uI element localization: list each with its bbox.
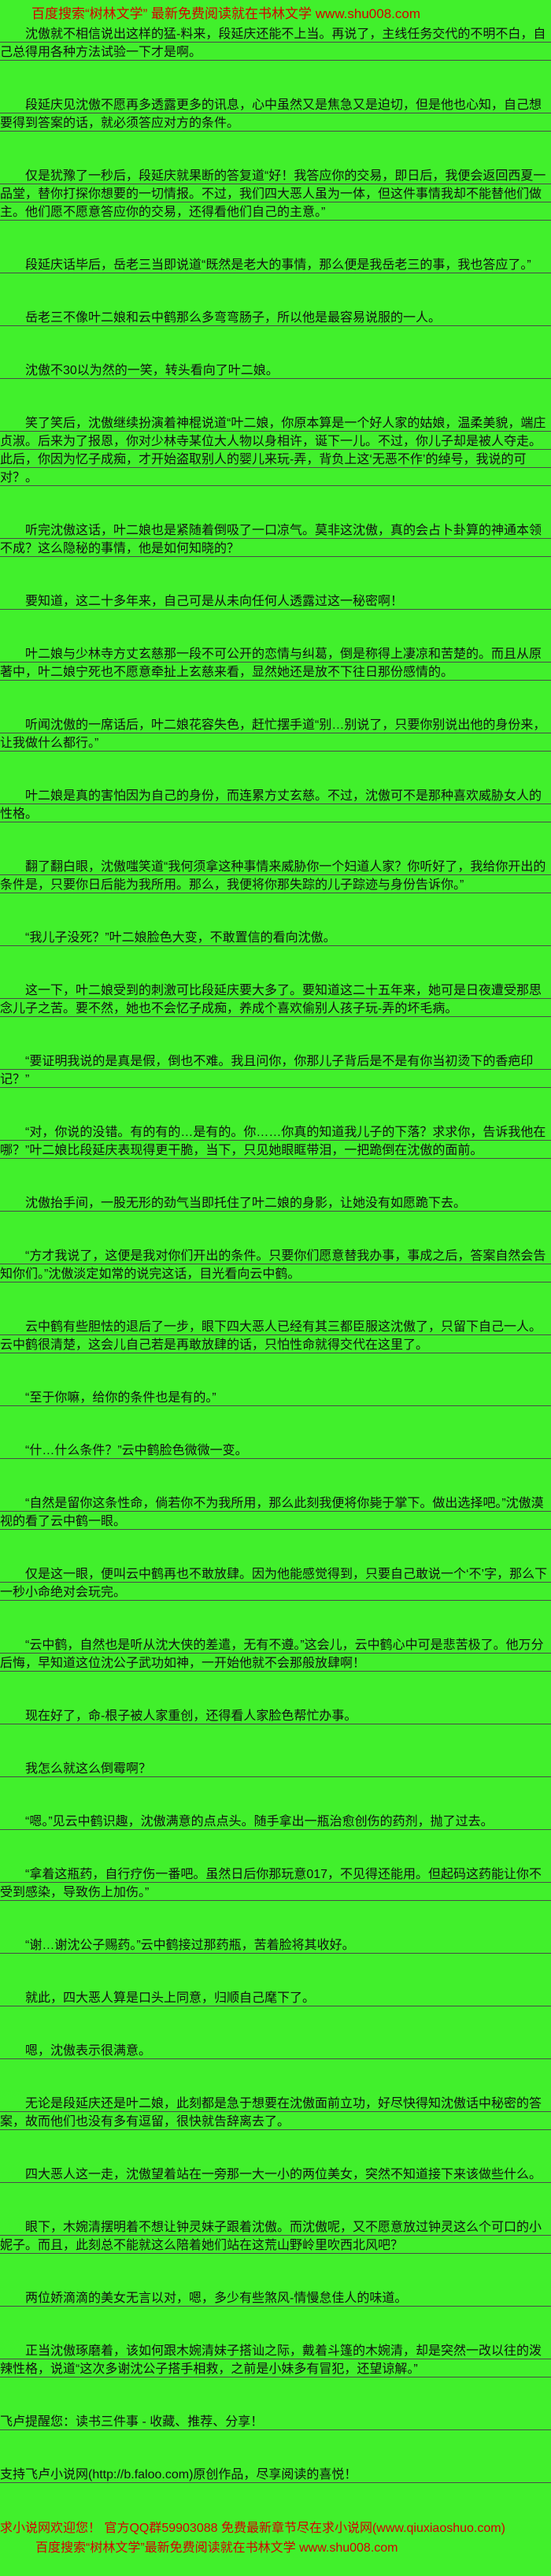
novel-paragraph: “什…什么条件？”云中鹤脸色微微一变。 xyxy=(0,1442,551,1460)
novel-paragraph: 仅是犹豫了一秒后，段延庆就果断的答复道“好！我答应你的交易，即日后，我便会返回西… xyxy=(0,167,551,221)
novel-paragraph: “方才我说了，这便是我对你们开出的条件。只要你们愿意替我办事，事成之后，答案自然… xyxy=(0,1247,551,1283)
novel-paragraph: 正当沈傲琢磨着，该如何跟木婉清妹子搭讪之际，戴着斗篷的木婉清，却是突然一改以往的… xyxy=(0,2342,551,2378)
novel-paragraph: “拿着这瓶药，自行疗伤一番吧。虽然日后你那玩意017，不见得还能用。但起码这药能… xyxy=(0,1865,551,1902)
reader-notice-line: 支持飞卢小说网(http://b.faloo.com)原创作品，尽享阅读的喜悦！ xyxy=(0,2466,551,2484)
novel-paragraph: 就此，四大恶人算是口头上同意，归顺自己麾下了。 xyxy=(0,1989,551,2007)
novel-paragraph: “嗯。”见云中鹤识趣，沈傲满意的点点头。随手拿出一瓶治愈创伤的药剂，抛了过去。 xyxy=(0,1813,551,1831)
novel-paragraph: “自然是留你这条性命，倘若你不为我所用，那么此刻我便将你毙于掌下。做出选择吧。”… xyxy=(0,1494,551,1531)
novel-paragraph: “对，你说的没错。有的有的…是有的。你……你真的知道我儿子的下落？求求你，告诉我… xyxy=(0,1123,551,1160)
novel-paragraph: 仅是这一眼，便叫云中鹤再也不敢放肆。因为他能感觉得到，只要自己敢说一个‘不’字，… xyxy=(0,1565,551,1602)
novel-paragraph: 沈傲抬手间，一股无形的劲气当即托住了叶二娘的身影，让她没有如愿跪下去。 xyxy=(0,1194,551,1212)
reader-notice-list: 飞卢提醒您：读书三件事 - 收藏、推荐、分享！ 支持飞卢小说网(http://b… xyxy=(0,2413,551,2484)
novel-paragraph: 无论是段延庆还是叶二娘，此刻都是急于想要在沈傲面前立功，好尽快得知沈傲话中秘密的… xyxy=(0,2095,551,2131)
novel-paragraph: 四大恶人这一走，沈傲望着站在一旁那一大一小的两位美女，突然不知道接下来该做些什么… xyxy=(0,2166,551,2184)
promo-footer-line-1: 求小说网欢迎您！ 官方QQ群59903088 免费最新章节尽在求小说网(www.… xyxy=(0,2522,505,2535)
promo-footer: 求小说网欢迎您！ 官方QQ群59903088 免费最新章节尽在求小说网(www.… xyxy=(0,2518,551,2564)
novel-paragraph: 听完沈傲这话，叶二娘也是紧随着倒吸了一口凉气。莫非这沈傲，真的会占卜卦算的神通本… xyxy=(0,522,551,558)
novel-paragraph: “云中鹤，自然也是听从沈大侠的差遣，无有不遵。”这会儿，云中鹤心中可是悲苦极了。… xyxy=(0,1636,551,1672)
novel-paragraph: 我怎么就这么倒霉啊？ xyxy=(0,1760,551,1778)
novel-paragraph-list: 沈傲就不相信说出这样的猛-料来，段延庆还能不上当。再说了，主线任务交代的不明不白… xyxy=(0,25,551,2378)
promo-header-text: 百度搜索“树林文学” 最新免费阅读就在书林文学 www.shu008.com xyxy=(31,6,420,21)
novel-paragraph: 这一下，叶二娘受到的刺激可比段延庆要大多了。要知道这二十五年来，她可是日夜遭受那… xyxy=(0,982,551,1018)
novel-paragraph: 现在好了，命-根子被人家重创，还得看人家脸色帮忙办事。 xyxy=(0,1707,551,1725)
novel-paragraph: 叶二娘是真的害怕因为自己的身份，而连累方丈玄慈。不过，沈傲可不是那种喜欢威胁女人… xyxy=(0,787,551,823)
novel-paragraph: 两位娇滴滴的美女无言以对，嗯，多少有些煞风-情慢怠佳人的味道。 xyxy=(0,2289,551,2307)
novel-paragraph: 沈傲就不相信说出这样的猛-料来，段延庆还能不上当。再说了，主线任务交代的不明不白… xyxy=(0,25,551,61)
novel-paragraph: 翻了翻白眼，沈傲嗤笑道“我何须拿这种事情来威胁你一个妇道人家？你听好了，我给你开… xyxy=(0,858,551,894)
novel-paragraph: 要知道，这二十多年来，自己可是从未向任何人透露过这一秘密啊！ xyxy=(0,592,551,611)
novel-paragraph: “谢…谢沈公子赐药。”云中鹤接过那药瓶，苦着脸将其收好。 xyxy=(0,1936,551,1954)
novel-paragraph: “至于你嘛，给你的条件也是有的。” xyxy=(0,1389,551,1407)
novel-paragraph: 岳老三不像叶二娘和云中鹤那么多弯弯肠子，所以他是最容易说服的一人。 xyxy=(0,309,551,327)
novel-paragraph: 叶二娘与少林寺方丈玄慈那一段不可公开的恋情与纠葛，倒是称得上凄凉和苦楚的。而且从… xyxy=(0,645,551,681)
novel-paragraph: 沈傲不30以为然的一笑，转头看向了叶二娘。 xyxy=(0,362,551,380)
promo-footer-line-2: 百度搜索“树林文学”最新免费阅读就在书林文学 www.shu008.com xyxy=(35,2541,398,2555)
novel-paragraph: 眼下，木婉清摆明着不想让钟灵妹子跟着沈傲。而沈傲呢，又不愿意放过钟灵这么个可口的… xyxy=(0,2218,551,2255)
novel-paragraph: “我儿子没死？”叶二娘脸色大变，不敢置信的看向沈傲。 xyxy=(0,929,551,947)
novel-paragraph: 段延庆话毕后，岳老三当即说道“既然是老大的事情，那么便是我岳老三的事，我也答应了… xyxy=(0,256,551,274)
novel-paragraph: 笑了笑后，沈傲继续扮演着神棍说道“叶二娘，你原本算是一个好人家的姑娘，温柔美貌，… xyxy=(0,414,551,487)
novel-paragraph: 听闻沈傲的一席话后，叶二娘花容失色，赶忙摆手道“别…别说了，只要你别说出他的身份… xyxy=(0,716,551,752)
reader-notice-line: 飞卢提醒您：读书三件事 - 收藏、推荐、分享！ xyxy=(0,2413,551,2431)
novel-paragraph: 嗯，沈傲表示很满意。 xyxy=(0,2042,551,2060)
novel-paragraph: “要证明我说的是真是假，倒也不难。我且问你，你那儿子背后是不是有你当初烫下的香疤… xyxy=(0,1052,551,1089)
novel-paragraph: 云中鹤有些胆怯的退后了一步，眼下四大恶人已经有其三都臣服这沈傲了，只留下自己一人… xyxy=(0,1318,551,1354)
novel-paragraph: 段延庆见沈傲不愿再多透露更多的讯息，心中虽然又是焦急又是迫切，但是他也心知，自己… xyxy=(0,96,551,132)
